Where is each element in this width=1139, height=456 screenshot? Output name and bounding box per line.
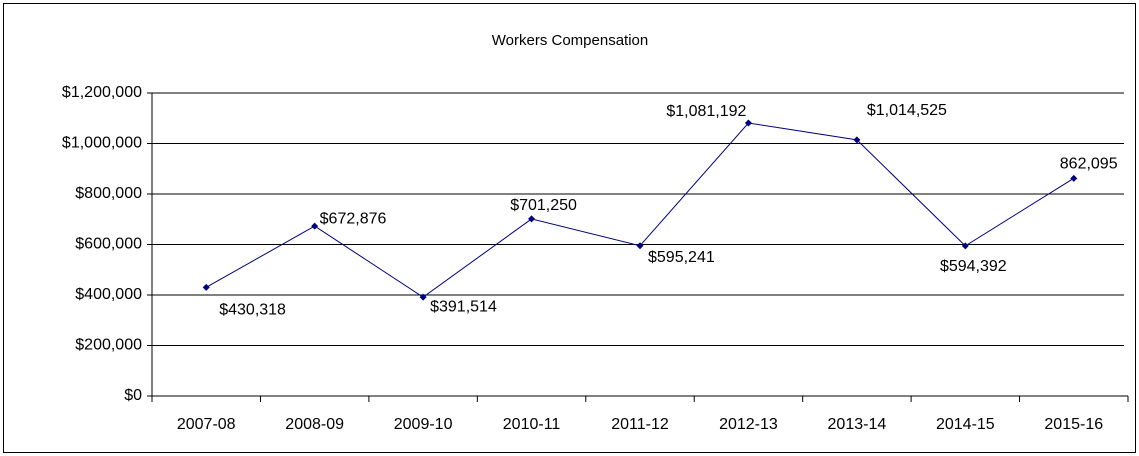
x-tick-label: 2007-08 (177, 416, 236, 433)
y-tick-label: $600,000 (75, 236, 142, 253)
marker (853, 136, 861, 144)
y-tick-label: $200,000 (75, 337, 142, 354)
y-tick-label: $800,000 (75, 185, 142, 202)
data-label: $595,241 (648, 249, 715, 266)
y-tick-label: $1,200,000 (62, 84, 142, 101)
marker (961, 242, 969, 250)
marker (202, 283, 210, 291)
marker (419, 293, 427, 301)
marker (311, 222, 319, 230)
y-tick-label: $1,000,000 (62, 135, 142, 152)
y-tick-label: $0 (124, 387, 142, 404)
x-tick-label: 2008-09 (285, 416, 344, 433)
x-tick-label: 2015-16 (1044, 416, 1103, 433)
x-tick-label: 2010-11 (503, 416, 561, 433)
marker (1070, 174, 1078, 182)
marker (636, 242, 644, 250)
data-label: $391,514 (430, 298, 497, 315)
data-label: $701,250 (510, 197, 577, 214)
data-label: $1,081,192 (666, 103, 746, 120)
marker (528, 215, 536, 223)
x-tick-label: 2013-14 (828, 416, 887, 433)
x-tick-label: 2009-10 (394, 416, 453, 433)
data-label: $430,318 (219, 302, 286, 319)
x-tick-label: 2014-15 (936, 416, 995, 433)
marker (744, 119, 752, 127)
chart-title: Workers Compensation (492, 32, 648, 49)
data-label: 862,095 (1060, 156, 1118, 173)
data-label: $672,876 (320, 210, 387, 227)
data-label: $594,392 (940, 258, 1007, 275)
x-tick-label: 2012-13 (719, 416, 778, 433)
data-label: $1,014,525 (867, 102, 947, 119)
x-tick-label: 2011-12 (611, 416, 669, 433)
y-tick-label: $400,000 (75, 286, 142, 303)
